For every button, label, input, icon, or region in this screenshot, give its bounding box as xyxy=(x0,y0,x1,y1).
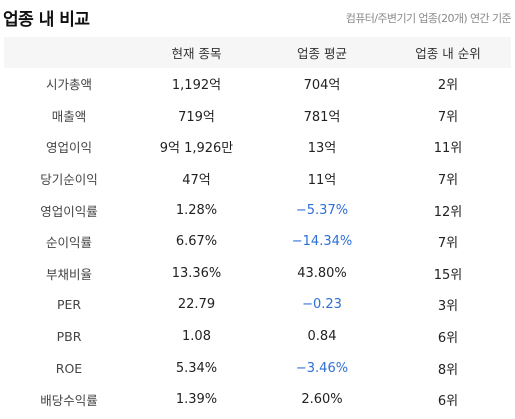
table-header: 현재 종목 업종 평균 업종 내 순위 xyxy=(4,37,511,68)
metric-cell: 순이익률 xyxy=(45,235,92,251)
metric-cell: ROE xyxy=(55,360,83,376)
metric-cell: 영업이익 xyxy=(45,140,92,156)
column-header-average: 업종 평균 xyxy=(259,37,385,68)
table-row: PBR 1.08 0.84 6위 xyxy=(4,321,511,353)
industry-rank-cell: 11위 xyxy=(433,141,463,157)
industry-average-cell: −0.23 xyxy=(302,297,342,313)
panel-subtitle: 컴퓨터/주변기기 업종(20개) 연간 기준 xyxy=(345,12,512,25)
industry-rank-cell: 7위 xyxy=(437,109,459,125)
table-header-row: 현재 종목 업종 평균 업종 내 순위 xyxy=(4,37,511,68)
current-value-cell: 13.36% xyxy=(171,265,222,281)
panel-title: 업종 내 비교 xyxy=(3,10,90,30)
table-row: 매출액 719억 781억 7위 xyxy=(4,100,511,132)
industry-rank-cell: 12위 xyxy=(433,204,463,220)
table-row: 시가총액 1,192억 704억 2위 xyxy=(4,68,511,100)
table-row: 순이익률 6.67% −14.34% 7위 xyxy=(4,226,511,258)
industry-average-cell: 13억 xyxy=(307,141,337,157)
table-row: 영업이익률 1.28% −5.37% 12위 xyxy=(4,194,511,226)
industry-average-cell: −14.34% xyxy=(291,234,353,250)
current-value-cell: 6.67% xyxy=(175,234,218,250)
industry-rank-cell: 3위 xyxy=(437,299,459,315)
current-value-cell: 47억 xyxy=(182,173,211,189)
table-body: 시가총액 1,192억 704억 2위 매출액 719억 781억 7위 영업이익 9억 1,92… xyxy=(4,68,511,416)
current-value-cell: 5.34% xyxy=(175,360,218,376)
industry-average-cell: 781억 xyxy=(303,109,341,125)
table-row: 당기순이익 47억 11억 7위 xyxy=(4,163,511,195)
panel-header: 업종 내 비교 컴퓨터/주변기기 업종(20개) 연간 기준 xyxy=(0,0,515,37)
current-value-cell: 22.79 xyxy=(177,297,216,313)
metric-cell: 매출액 xyxy=(51,108,87,124)
industry-rank-cell: 7위 xyxy=(437,173,459,189)
metric-cell: 영업이익률 xyxy=(40,203,98,219)
industry-average-cell: 43.80% xyxy=(297,265,347,281)
industry-rank-cell: 6위 xyxy=(437,394,459,410)
current-value-cell: 9억 1,926만 xyxy=(159,141,234,157)
current-value-cell: 1.39% xyxy=(175,392,218,408)
current-value-cell: 719억 xyxy=(178,109,215,125)
column-header-current: 현재 종목 xyxy=(134,37,259,68)
current-value-cell: 1.28% xyxy=(175,202,218,218)
industry-rank-cell: 6위 xyxy=(437,331,459,347)
table-row: ROE 5.34% −3.46% 8위 xyxy=(4,352,511,384)
current-value-cell: 1.08 xyxy=(182,329,211,345)
column-header-rank: 업종 내 순위 xyxy=(385,37,511,68)
industry-rank-cell: 15위 xyxy=(433,267,463,283)
metric-cell: PER xyxy=(56,297,82,313)
metric-cell: 배당수익률 xyxy=(40,393,98,409)
table-row: 영업이익 9억 1,926만 13억 11위 xyxy=(4,131,511,163)
column-header-metric xyxy=(4,37,134,68)
metric-cell: 당기순이익 xyxy=(40,172,98,188)
table-row: 배당수익률 1.39% 2.60% 6위 xyxy=(4,384,511,416)
industry-rank-cell: 7위 xyxy=(437,236,459,252)
industry-average-cell: 0.84 xyxy=(307,329,337,345)
industry-rank-cell: 8위 xyxy=(437,362,459,378)
table-row: PER 22.79 −0.23 3위 xyxy=(4,289,511,321)
metric-cell: 부채비율 xyxy=(45,266,92,282)
metric-cell: 시가총액 xyxy=(45,77,92,93)
table-row: 부채비율 13.36% 43.80% 15위 xyxy=(4,258,511,290)
metric-cell: PBR xyxy=(56,329,82,345)
industry-average-cell: −3.46% xyxy=(295,360,349,376)
current-value-cell: 1,192억 xyxy=(171,78,222,94)
industry-rank-cell: 2위 xyxy=(437,78,459,94)
industry-average-cell: 11억 xyxy=(307,173,337,189)
industry-average-cell: 2.60% xyxy=(301,392,343,408)
industry-average-cell: 704억 xyxy=(303,78,341,94)
industry-average-cell: −5.37% xyxy=(295,202,349,218)
